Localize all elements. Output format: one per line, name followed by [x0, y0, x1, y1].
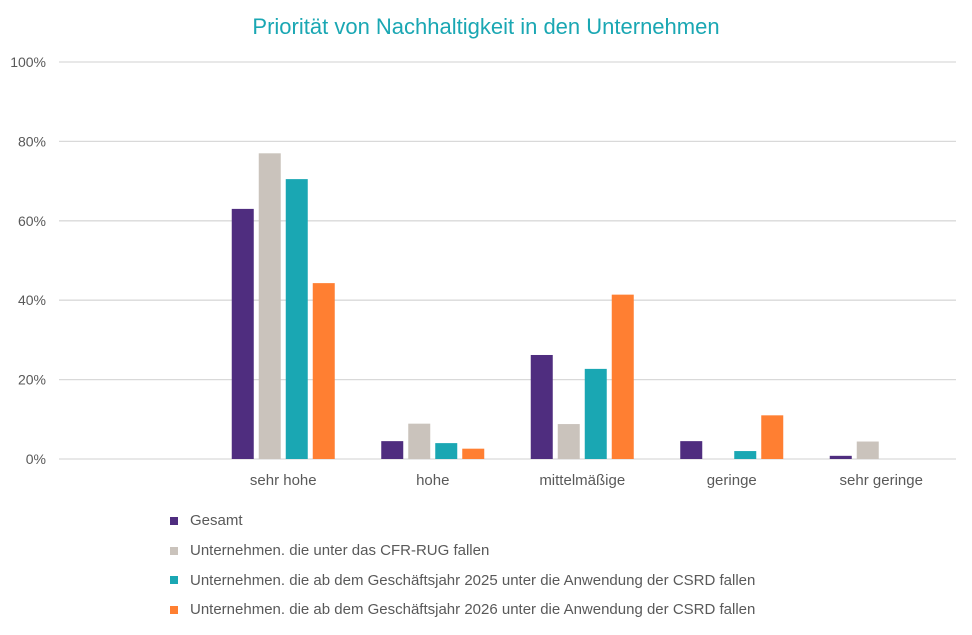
bar	[258, 153, 281, 459]
y-axis-ticks: 0% 20% 40% 60% 80% 100%	[10, 54, 46, 467]
bar	[408, 423, 431, 459]
legend-item: Unternehmen. die ab dem Geschäftsjahr 20…	[170, 565, 755, 595]
legend-swatch	[170, 546, 178, 555]
bar	[611, 294, 634, 459]
legend-label: Gesamt	[190, 512, 243, 530]
bar	[285, 179, 308, 460]
y-tick-label: 80%	[18, 133, 46, 149]
bar	[381, 441, 404, 459]
bar	[312, 283, 335, 459]
y-tick-label: 40%	[18, 292, 46, 308]
chart-plot: 0% 20% 40% 60% 80% 100% sehr hohe hohe mittelmä…	[10, 54, 956, 489]
x-tick-label: sehr hohe	[250, 472, 317, 489]
legend-label: Unternehmen. die unter das CFR-RUG falle…	[190, 542, 490, 560]
bar	[829, 455, 852, 459]
legend: Gesamt Unternehmen. die unter das CFR-RUG…	[170, 506, 755, 625]
x-tick-label: geringe	[707, 472, 757, 489]
y-tick-label: 0%	[26, 451, 46, 467]
y-tick-label: 20%	[18, 372, 46, 388]
legend-item: Unternehmen. die unter das CFR-RUG falle…	[170, 536, 755, 566]
y-tick-label: 60%	[18, 213, 46, 229]
x-tick-label: hohe	[416, 472, 449, 489]
bar	[680, 441, 703, 459]
x-tick-label: mittelmäßige	[539, 472, 625, 489]
y-tick-label: 100%	[10, 54, 46, 70]
x-tick-label: sehr geringe	[840, 472, 923, 489]
bar	[584, 368, 607, 459]
legend-item: Unternehmen. die ab dem Geschäftsjahr 20…	[170, 595, 755, 625]
legend-label: Unternehmen. die ab dem Geschäftsjahr 20…	[190, 601, 756, 619]
bar	[761, 415, 784, 459]
legend-swatch	[170, 516, 178, 525]
bar	[856, 441, 879, 459]
bar	[557, 424, 580, 459]
bar	[530, 354, 553, 459]
bar	[462, 448, 485, 459]
legend-swatch	[170, 576, 178, 585]
gridlines	[59, 61, 956, 460]
bar	[734, 451, 757, 459]
legend-item: Gesamt	[170, 506, 755, 536]
bar	[435, 443, 458, 459]
chart-title: Priorität von Nachhaltigkeit in den Unte…	[252, 14, 720, 39]
bars	[231, 153, 879, 460]
legend-swatch	[170, 605, 178, 614]
legend-label: Unternehmen. die ab dem Geschäftsjahr 20…	[190, 571, 756, 589]
x-axis-ticks: sehr hohe hohe mittelmäßige geringe sehr ger…	[250, 472, 923, 489]
bar	[231, 208, 254, 459]
